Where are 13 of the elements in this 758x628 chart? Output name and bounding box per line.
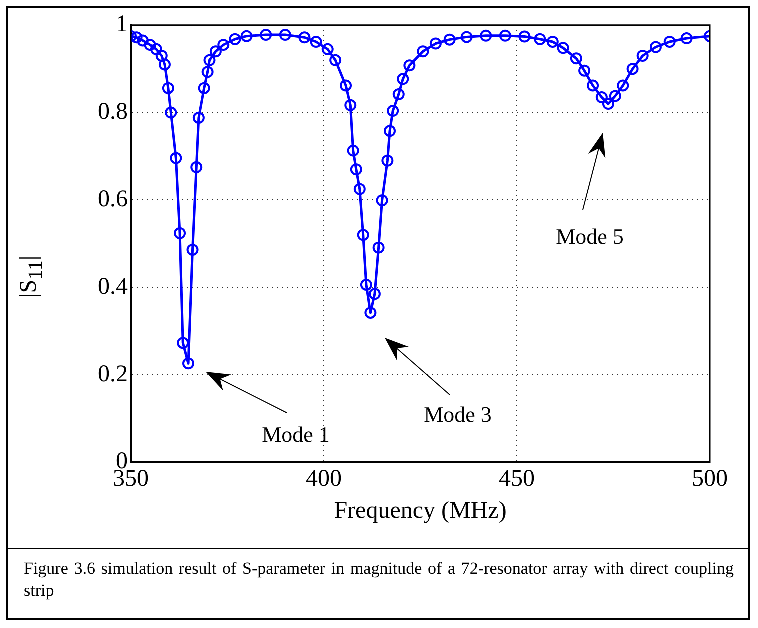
y-tick-label: 0.2 [98, 361, 128, 388]
y-tick-label: 1 [116, 12, 128, 38]
x-tick-label: 500 [692, 466, 728, 492]
x-tick-label: 400 [306, 466, 342, 492]
caption: Figure 3.6 simulation result of S-parameter in magnitude of a 72-resonator array with direct coupling strip [24, 558, 734, 602]
x-axis-title: Frequency (MHz) [334, 498, 507, 524]
y-tick-label: 0.6 [98, 186, 128, 212]
x-tick-label: 450 [499, 466, 535, 492]
annotation: Mode 3 [424, 402, 492, 428]
y-tick-label: 0.8 [98, 99, 128, 126]
annotation: Mode 1 [262, 422, 330, 448]
annotation: Mode 5 [556, 224, 624, 250]
y-tick-label: 0.4 [98, 274, 128, 300]
